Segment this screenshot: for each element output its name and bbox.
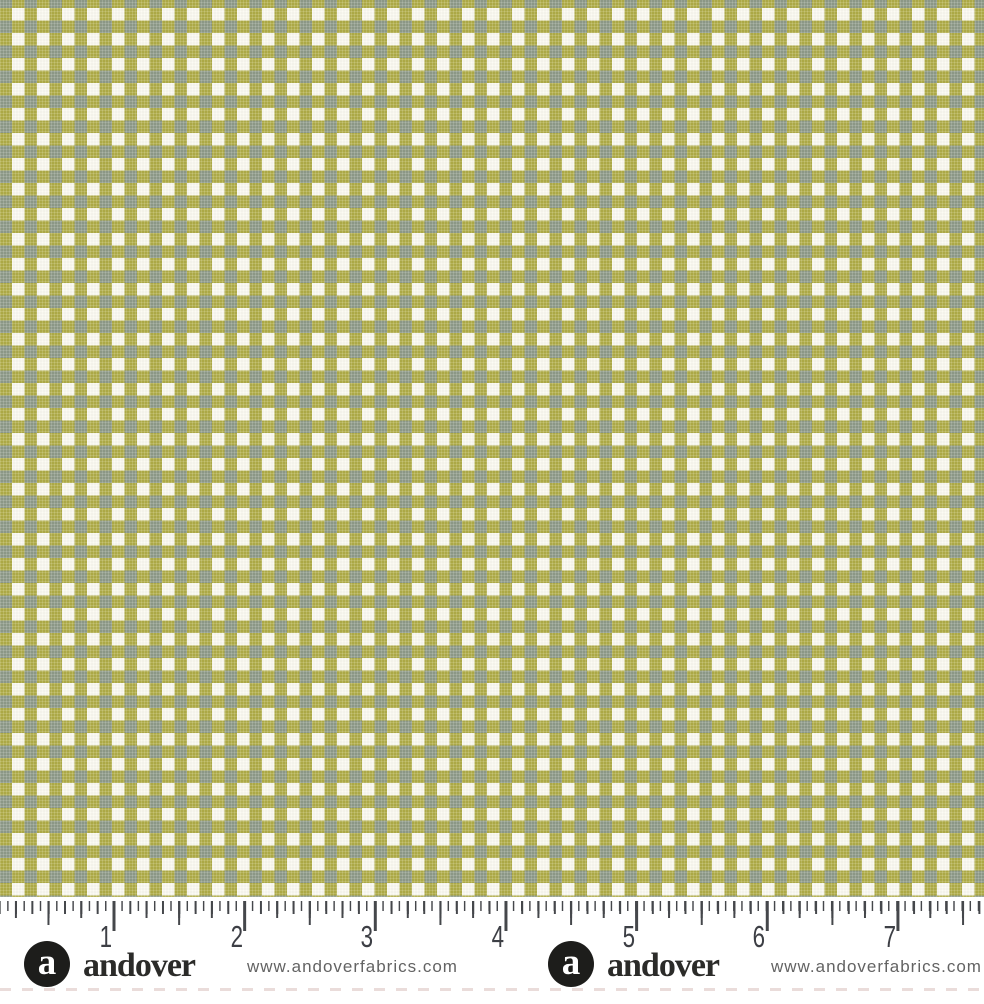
andover-brand-group: a andover <box>24 941 196 987</box>
ruler-inch-label: 7 <box>883 919 896 954</box>
website-url-clipped: www.andoverfabrics.com <box>771 957 984 977</box>
ruler-inch-label: 1 <box>99 919 112 954</box>
gingham-fabric-swatch <box>0 0 984 897</box>
ruler-inch-label: 6 <box>752 919 766 954</box>
andover-logo-icon: a <box>548 941 594 987</box>
logo-letter: a <box>37 942 57 983</box>
website-url: www.andoverfabrics.com <box>771 957 982 976</box>
andover-wordmark: andover <box>607 947 720 984</box>
ruler-inch-label: 4 <box>491 919 504 954</box>
ruler-inch-label: 5 <box>622 919 635 954</box>
andover-wordmark: andover <box>83 947 196 984</box>
andover-logo-icon: a <box>24 941 70 987</box>
ruler-inch-label: 3 <box>360 919 374 954</box>
selvage-dashed-line <box>0 988 984 991</box>
website-url: www.andoverfabrics.com <box>247 957 458 976</box>
ruler-inch-label: 2 <box>230 919 243 954</box>
inch-ruler <box>0 901 984 932</box>
andover-brand-group: a andover <box>548 941 720 987</box>
logo-letter: a <box>561 942 581 983</box>
